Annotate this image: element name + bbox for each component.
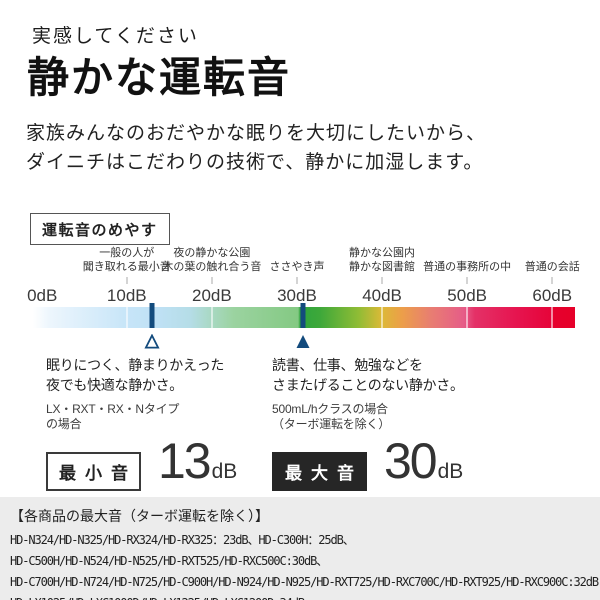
annotation-60db: 普通の会話 — [525, 260, 580, 274]
desc-line: さまたげることのない静かさ。 — [272, 377, 464, 393]
footnote-line-3: HD-C700H/HD-N724/HD-N725/HD-C900H/HD-N92… — [10, 575, 599, 589]
product-max-sound-footnote: 【各商品の最大音（ターボ運転を除く）】 HD-N324/HD-N325/HD-R… — [0, 497, 600, 600]
max-sound-condition: 500mL/hクラスの場合 （ターボ運転を除く） — [272, 402, 464, 432]
min-sound-badge: 最小音 — [46, 452, 141, 491]
condition-line: 500mL/hクラスの場合 — [272, 402, 388, 416]
min-sound-open-triangle-icon — [144, 333, 160, 349]
footnote-line-4: HD-LX1025/HD-LXC1000D/HD-LX1225/HD-LXC12… — [10, 593, 594, 600]
max-sound-badge: 最大音 — [272, 452, 367, 491]
max-sound-description: 読書、仕事、勉強などを さまたげることのない静かさ。 — [272, 355, 464, 395]
desc-line: 眠りにつく、静まりかえった — [46, 357, 225, 373]
annotation-line: ささやき声 — [269, 261, 325, 273]
annotation-line: 聞き取れる最小音 — [82, 261, 171, 273]
max-sound-value-row: 最大音 30dB — [272, 436, 464, 494]
min-sound-description: 眠りにつく、静まりかえった 夜でも快適な静かさ。 — [46, 355, 237, 395]
footnote-line-2: HD-C500H/HD-N524/HD-N525/HD-RXT525/HD-RX… — [10, 554, 328, 568]
footnote-line-1: HD-N324/HD-N325/HD-RX324/HD-RX325：23dB、H… — [10, 533, 355, 547]
annotation-20db: 夜の静かな公園 木の葉の触れ合う音 — [162, 246, 261, 274]
scale-heading-box: 運転音のめやす — [30, 213, 170, 245]
annotation-line: 普通の会話 — [524, 261, 580, 273]
lead-paragraph: 家族みんなのおだやかな眠りを大切にしたいから、 ダイニチはこだわりの技術で、静か… — [26, 119, 486, 177]
lead-line-2: ダイニチはこだわりの技術で、静かに加湿します。 — [26, 152, 484, 173]
marker-30db — [300, 303, 306, 328]
axis-tick — [211, 277, 213, 284]
annotation-line: 一般の人が — [99, 247, 155, 259]
max-sound-value: 30dB — [384, 436, 464, 494]
annotation-30db: ささやき声 — [269, 260, 324, 274]
annotation-line: 静かな公園内 — [349, 247, 416, 259]
tick-label-20db: 20dB — [192, 286, 232, 305]
bar-segment-divider — [551, 307, 554, 328]
annotation-line: 普通の事務所の中 — [423, 261, 512, 273]
condition-line: の場合 — [46, 417, 82, 431]
annotation-40db: 静かな公園内 静かな図書館 — [349, 246, 415, 274]
min-sound-condition: LX・RXT・RX・Nタイプ の場合 — [46, 402, 237, 432]
decibel-scale: 一般の人が 聞き取れる最小音 夜の静かな公園 木の葉の触れ合う音 ささやき声 静… — [27, 246, 580, 356]
axis-tick — [551, 277, 553, 284]
axis-tick — [296, 277, 298, 284]
bar-segment-divider — [381, 307, 384, 328]
annotation-line: 静かな図書館 — [349, 261, 416, 273]
condition-line: （ターボ運転を除く） — [272, 417, 391, 431]
tick-label-10db: 10dB — [106, 286, 147, 305]
axis-tick — [126, 277, 128, 284]
annotation-10db: 一般の人が 聞き取れる最小音 — [83, 246, 171, 274]
marker-13db — [149, 303, 155, 328]
bar-segment-divider — [210, 307, 213, 328]
annotation-50db: 普通の事務所の中 — [423, 260, 511, 274]
lead-line-1: 家族みんなのおだやかな眠りを大切にしたいから、 — [26, 123, 487, 144]
max-sound-number: 30 — [384, 433, 438, 489]
tick-label-40db: 40dB — [362, 286, 402, 305]
bar-segment-divider — [125, 307, 128, 328]
min-sound-value: 13dB — [158, 436, 238, 494]
page-title: 静かな運転音 — [27, 54, 292, 101]
max-sound-filled-triangle-icon — [295, 334, 310, 349]
axis-tick — [466, 277, 468, 284]
tick-label-30db: 30dB — [277, 286, 317, 305]
min-sound-number: 13 — [158, 433, 212, 489]
desc-line: 夜でも快適な静かさ。 — [46, 377, 183, 393]
footnote-heading: 【各商品の最大音（ターボ運転を除く）】 — [10, 509, 269, 525]
max-sound-unit: dB — [437, 460, 464, 483]
kicker-text: 実感してください — [32, 26, 199, 47]
annotation-line: 夜の静かな公園 — [173, 247, 251, 259]
desc-line: 読書、仕事、勉強などを — [272, 357, 423, 373]
bar-segment-divider — [466, 307, 469, 328]
min-sound-unit: dB — [211, 460, 238, 483]
min-sound-block: 眠りにつく、静まりかえった 夜でも快適な静かさ。 LX・RXT・RX・Nタイプ … — [46, 355, 237, 494]
axis-tick — [381, 277, 383, 284]
min-sound-value-row: 最小音 13dB — [46, 436, 238, 494]
tick-label-50db: 50dB — [447, 286, 487, 305]
condition-line: LX・RXT・RX・Nタイプ — [46, 402, 180, 416]
tick-label-0db: 0dB — [27, 286, 58, 305]
tick-label-60db: 60dB — [532, 286, 573, 305]
max-sound-block: 読書、仕事、勉強などを さまたげることのない静かさ。 500mL/hクラスの場合… — [272, 355, 464, 494]
annotation-line: 木の葉の触れ合う音 — [162, 261, 262, 273]
